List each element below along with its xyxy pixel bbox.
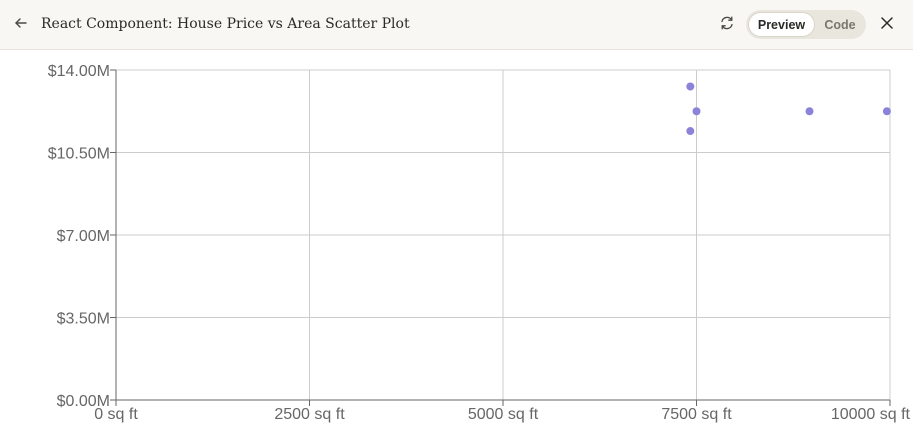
arrow-left-icon: [13, 15, 29, 36]
refresh-button[interactable]: [715, 13, 739, 37]
refresh-icon: [719, 15, 735, 36]
x-tick-label: 10000 sq ft: [831, 406, 911, 423]
x-tick-label: 7500 sq ft: [661, 406, 732, 423]
y-tick-label: $14.00M: [48, 63, 110, 80]
close-icon: [880, 16, 894, 35]
scatter-chart-svg: $0.00M $3.50M $7.00M $10.50M $14.00M 0 sq ft 2…: [48, 63, 911, 423]
scatter-chart: $0.00M $3.50M $7.00M $10.50M $14.00M 0 sq ft 2…: [0, 50, 913, 440]
data-point: [882, 107, 891, 116]
x-tick-label: 0 sq ft: [94, 406, 138, 423]
view-toggle: Preview Code: [746, 10, 866, 39]
grid-layer: [116, 69, 891, 400]
data-point: [692, 107, 701, 116]
x-tick-label: 2500 sq ft: [274, 406, 345, 423]
axis-layer: [110, 69, 891, 406]
close-button[interactable]: [875, 13, 899, 37]
artifact-title: React Component: House Price vs Area Sca…: [41, 16, 410, 32]
y-tick-label: $3.50M: [57, 311, 110, 328]
y-tick-label: $0.00M: [57, 393, 110, 410]
artifact-header: React Component: House Price vs Area Sca…: [0, 0, 913, 50]
tab-preview[interactable]: Preview: [748, 12, 815, 37]
back-button[interactable]: [8, 12, 34, 38]
y-tick-label: $10.50M: [48, 146, 110, 163]
point-layer: [686, 82, 891, 136]
data-point: [686, 127, 695, 136]
data-point: [805, 107, 814, 116]
tick-label-layer: $0.00M $3.50M $7.00M $10.50M $14.00M 0 sq ft 2…: [48, 63, 911, 423]
y-tick-label: $7.00M: [57, 228, 110, 245]
tab-code[interactable]: Code: [824, 17, 856, 32]
x-tick-label: 5000 sq ft: [468, 406, 539, 423]
data-point: [686, 82, 695, 91]
